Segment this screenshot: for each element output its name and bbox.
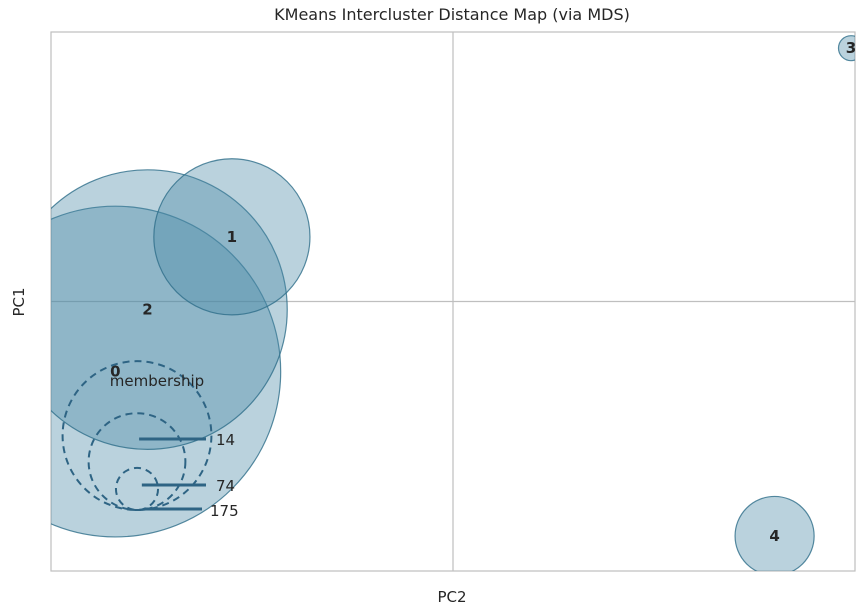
legend-size-label-175: 175 [210, 502, 239, 520]
legend-size-label-74: 74 [216, 477, 235, 495]
membership-legend: 14 74 175 membership [61, 360, 239, 520]
chart-title: KMeans Intercluster Distance Map (via MD… [274, 5, 630, 24]
legend-circle-175 [61, 360, 213, 512]
cluster-label-2: 2 [142, 301, 152, 319]
cluster-bubble-0 [51, 205, 282, 538]
cluster-bubble-1 [153, 158, 311, 316]
legend-size-label-14: 14 [216, 431, 235, 449]
y-axis-label: PC1 [10, 287, 28, 316]
plot-area: 0 1 2 3 4 14 74 175 membership [50, 31, 856, 572]
legend-circle-14 [114, 466, 160, 512]
cluster-label-4: 4 [769, 527, 779, 545]
legend-circle-74 [87, 412, 187, 511]
cluster-bubble-2 [51, 169, 288, 450]
x-axis-label: PC2 [437, 588, 466, 606]
cluster-label-0: 0 [110, 363, 120, 381]
cluster-bubble-3 [837, 35, 855, 62]
legend-title: membership [110, 372, 204, 390]
cluster-labels: 0 1 2 3 4 [110, 39, 856, 545]
cluster-label-3: 3 [846, 39, 856, 57]
cluster-bubble-4 [734, 495, 815, 571]
cluster-label-1: 1 [227, 228, 237, 246]
cluster-bubbles [51, 35, 855, 571]
